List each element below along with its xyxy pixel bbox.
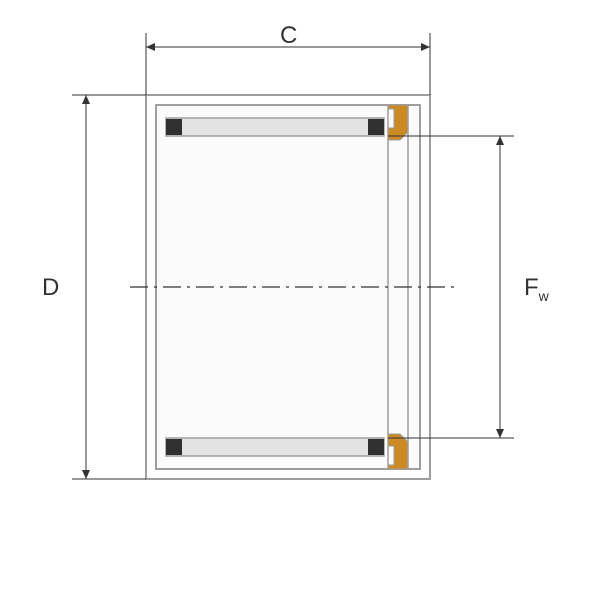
diagram-stage: C D Fw xyxy=(0,0,600,600)
label-Fw-sub: w xyxy=(539,288,549,304)
bearing-cross-section xyxy=(0,0,600,600)
label-C: C xyxy=(280,22,297,50)
label-Fw: Fw xyxy=(524,274,549,304)
label-D: D xyxy=(42,274,59,302)
label-Fw-main: F xyxy=(524,274,539,301)
